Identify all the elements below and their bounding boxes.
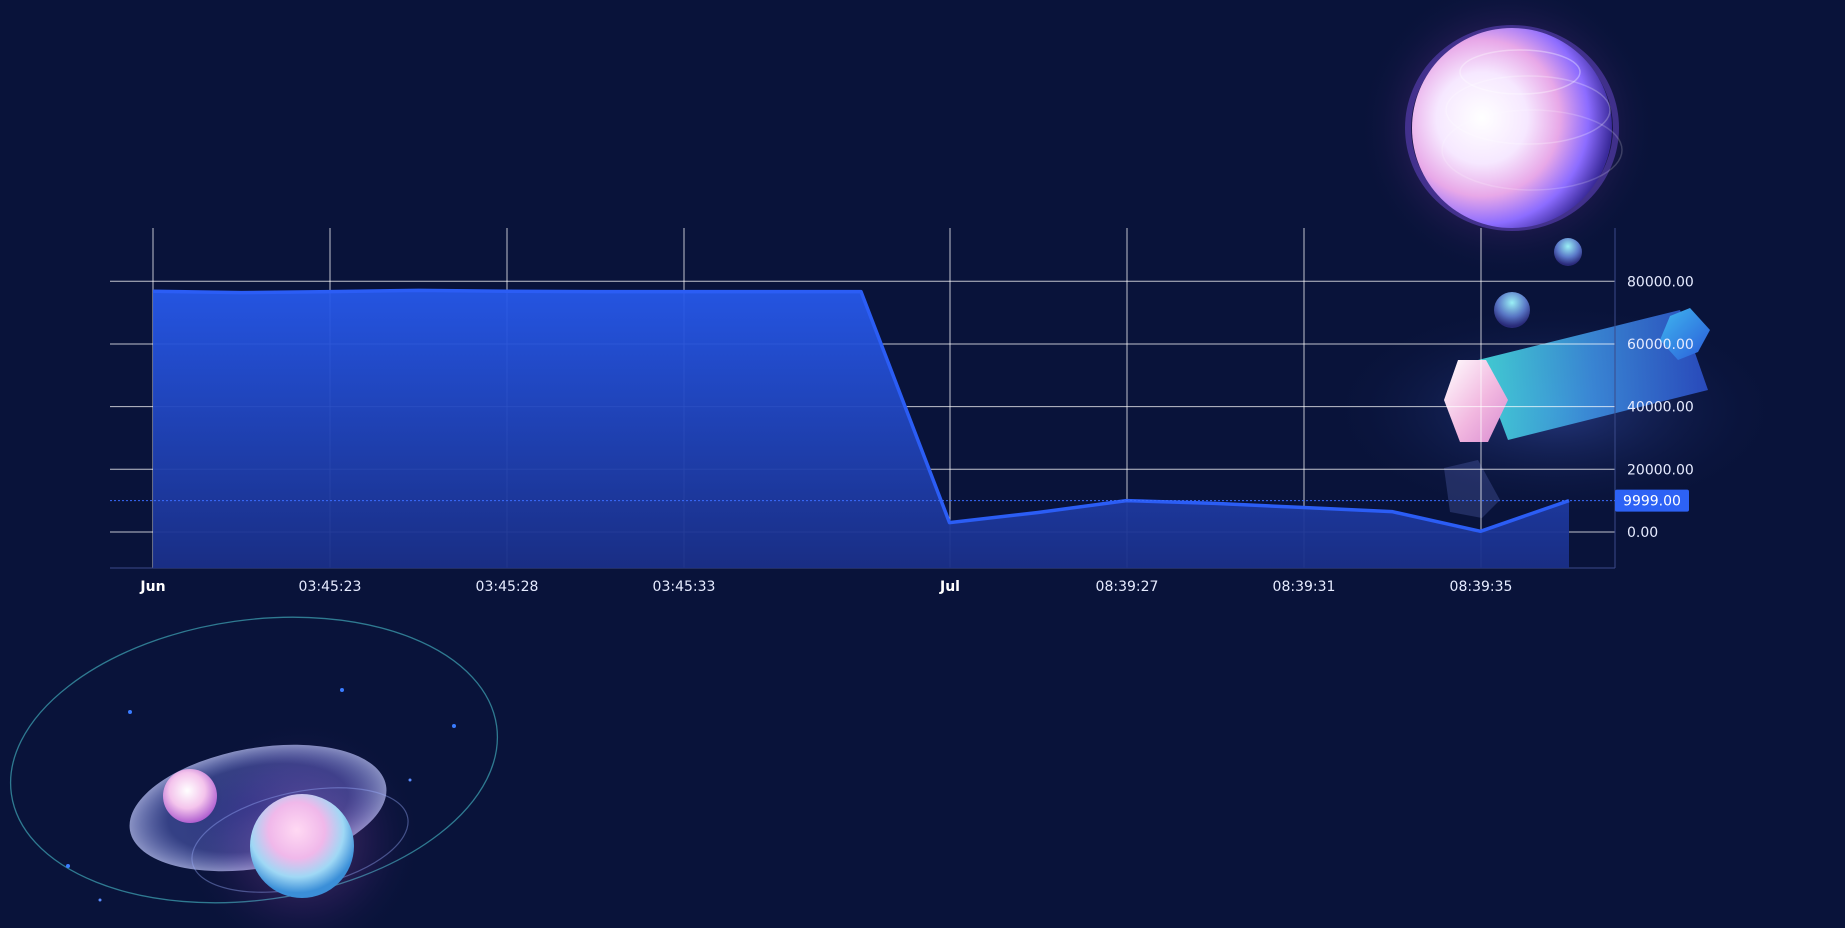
- data-point[interactable]: [682, 290, 686, 294]
- data-point[interactable]: [328, 290, 332, 294]
- planet-sphere-illustration: [1358, 0, 1658, 328]
- data-point[interactable]: [948, 521, 952, 525]
- x-tick-label: 08:39:27: [1096, 579, 1159, 595]
- prism-illustration: [1325, 300, 1785, 520]
- data-point[interactable]: [240, 291, 244, 295]
- y-tick-label: 60000.00: [1627, 337, 1694, 353]
- y-tick-label: 0.00: [1627, 525, 1658, 541]
- x-tick-label: 08:39:35: [1450, 579, 1513, 595]
- data-point[interactable]: [859, 290, 863, 294]
- data-point[interactable]: [505, 289, 509, 293]
- x-tick-label: Jun: [139, 579, 165, 595]
- x-tick-label: 03:45:28: [476, 579, 539, 595]
- data-point[interactable]: [1213, 501, 1217, 505]
- data-point[interactable]: [594, 290, 598, 294]
- crosshair-label-text: 9999.00: [1623, 494, 1681, 510]
- crosshair: 9999.00: [110, 489, 1689, 512]
- data-point[interactable]: [417, 288, 421, 292]
- data-point[interactable]: [1479, 529, 1483, 533]
- chart-series-line: [152, 288, 1570, 534]
- x-tick-label: 03:45:23: [299, 579, 362, 595]
- x-tick-label: Jul: [939, 579, 960, 595]
- series-area-fill: [153, 290, 1569, 568]
- x-tick-label: 08:39:31: [1273, 579, 1336, 595]
- series-line: [152, 288, 1570, 534]
- x-tick-label: 03:45:33: [653, 579, 716, 595]
- crosshair-label-background: [1615, 489, 1689, 512]
- y-axis: 0.00 20000.00 40000.00 60000.00 80000.00: [1627, 274, 1694, 541]
- data-point[interactable]: [1302, 506, 1306, 510]
- data-point[interactable]: [1390, 510, 1394, 514]
- chart-series-area: [153, 290, 1569, 568]
- y-tick-label: 40000.00: [1627, 400, 1694, 416]
- data-point[interactable]: [771, 290, 775, 294]
- x-axis: Jun 03:45:23 03:45:28 03:45:33 Jul 08:39:27 08…: [139, 579, 1512, 595]
- y-tick-label: 80000.00: [1627, 274, 1694, 290]
- data-point[interactable]: [1036, 511, 1040, 515]
- crosshair-price-label: 9999.00: [1615, 489, 1689, 512]
- data-point[interactable]: [151, 289, 155, 293]
- y-tick-label: 20000.00: [1627, 462, 1694, 478]
- orbit-planets-illustration: [9, 616, 499, 928]
